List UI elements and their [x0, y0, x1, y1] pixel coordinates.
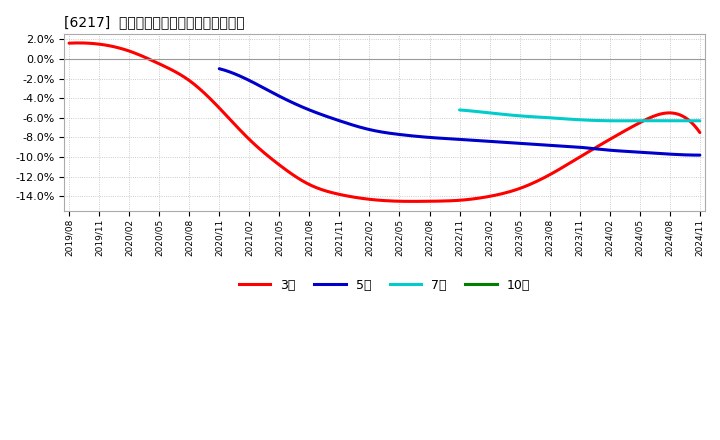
Legend: 3年, 5年, 7年, 10年: 3年, 5年, 7年, 10年 — [234, 274, 535, 297]
Text: [6217]  経常利益マージンの平均値の推移: [6217] 経常利益マージンの平均値の推移 — [64, 15, 245, 29]
